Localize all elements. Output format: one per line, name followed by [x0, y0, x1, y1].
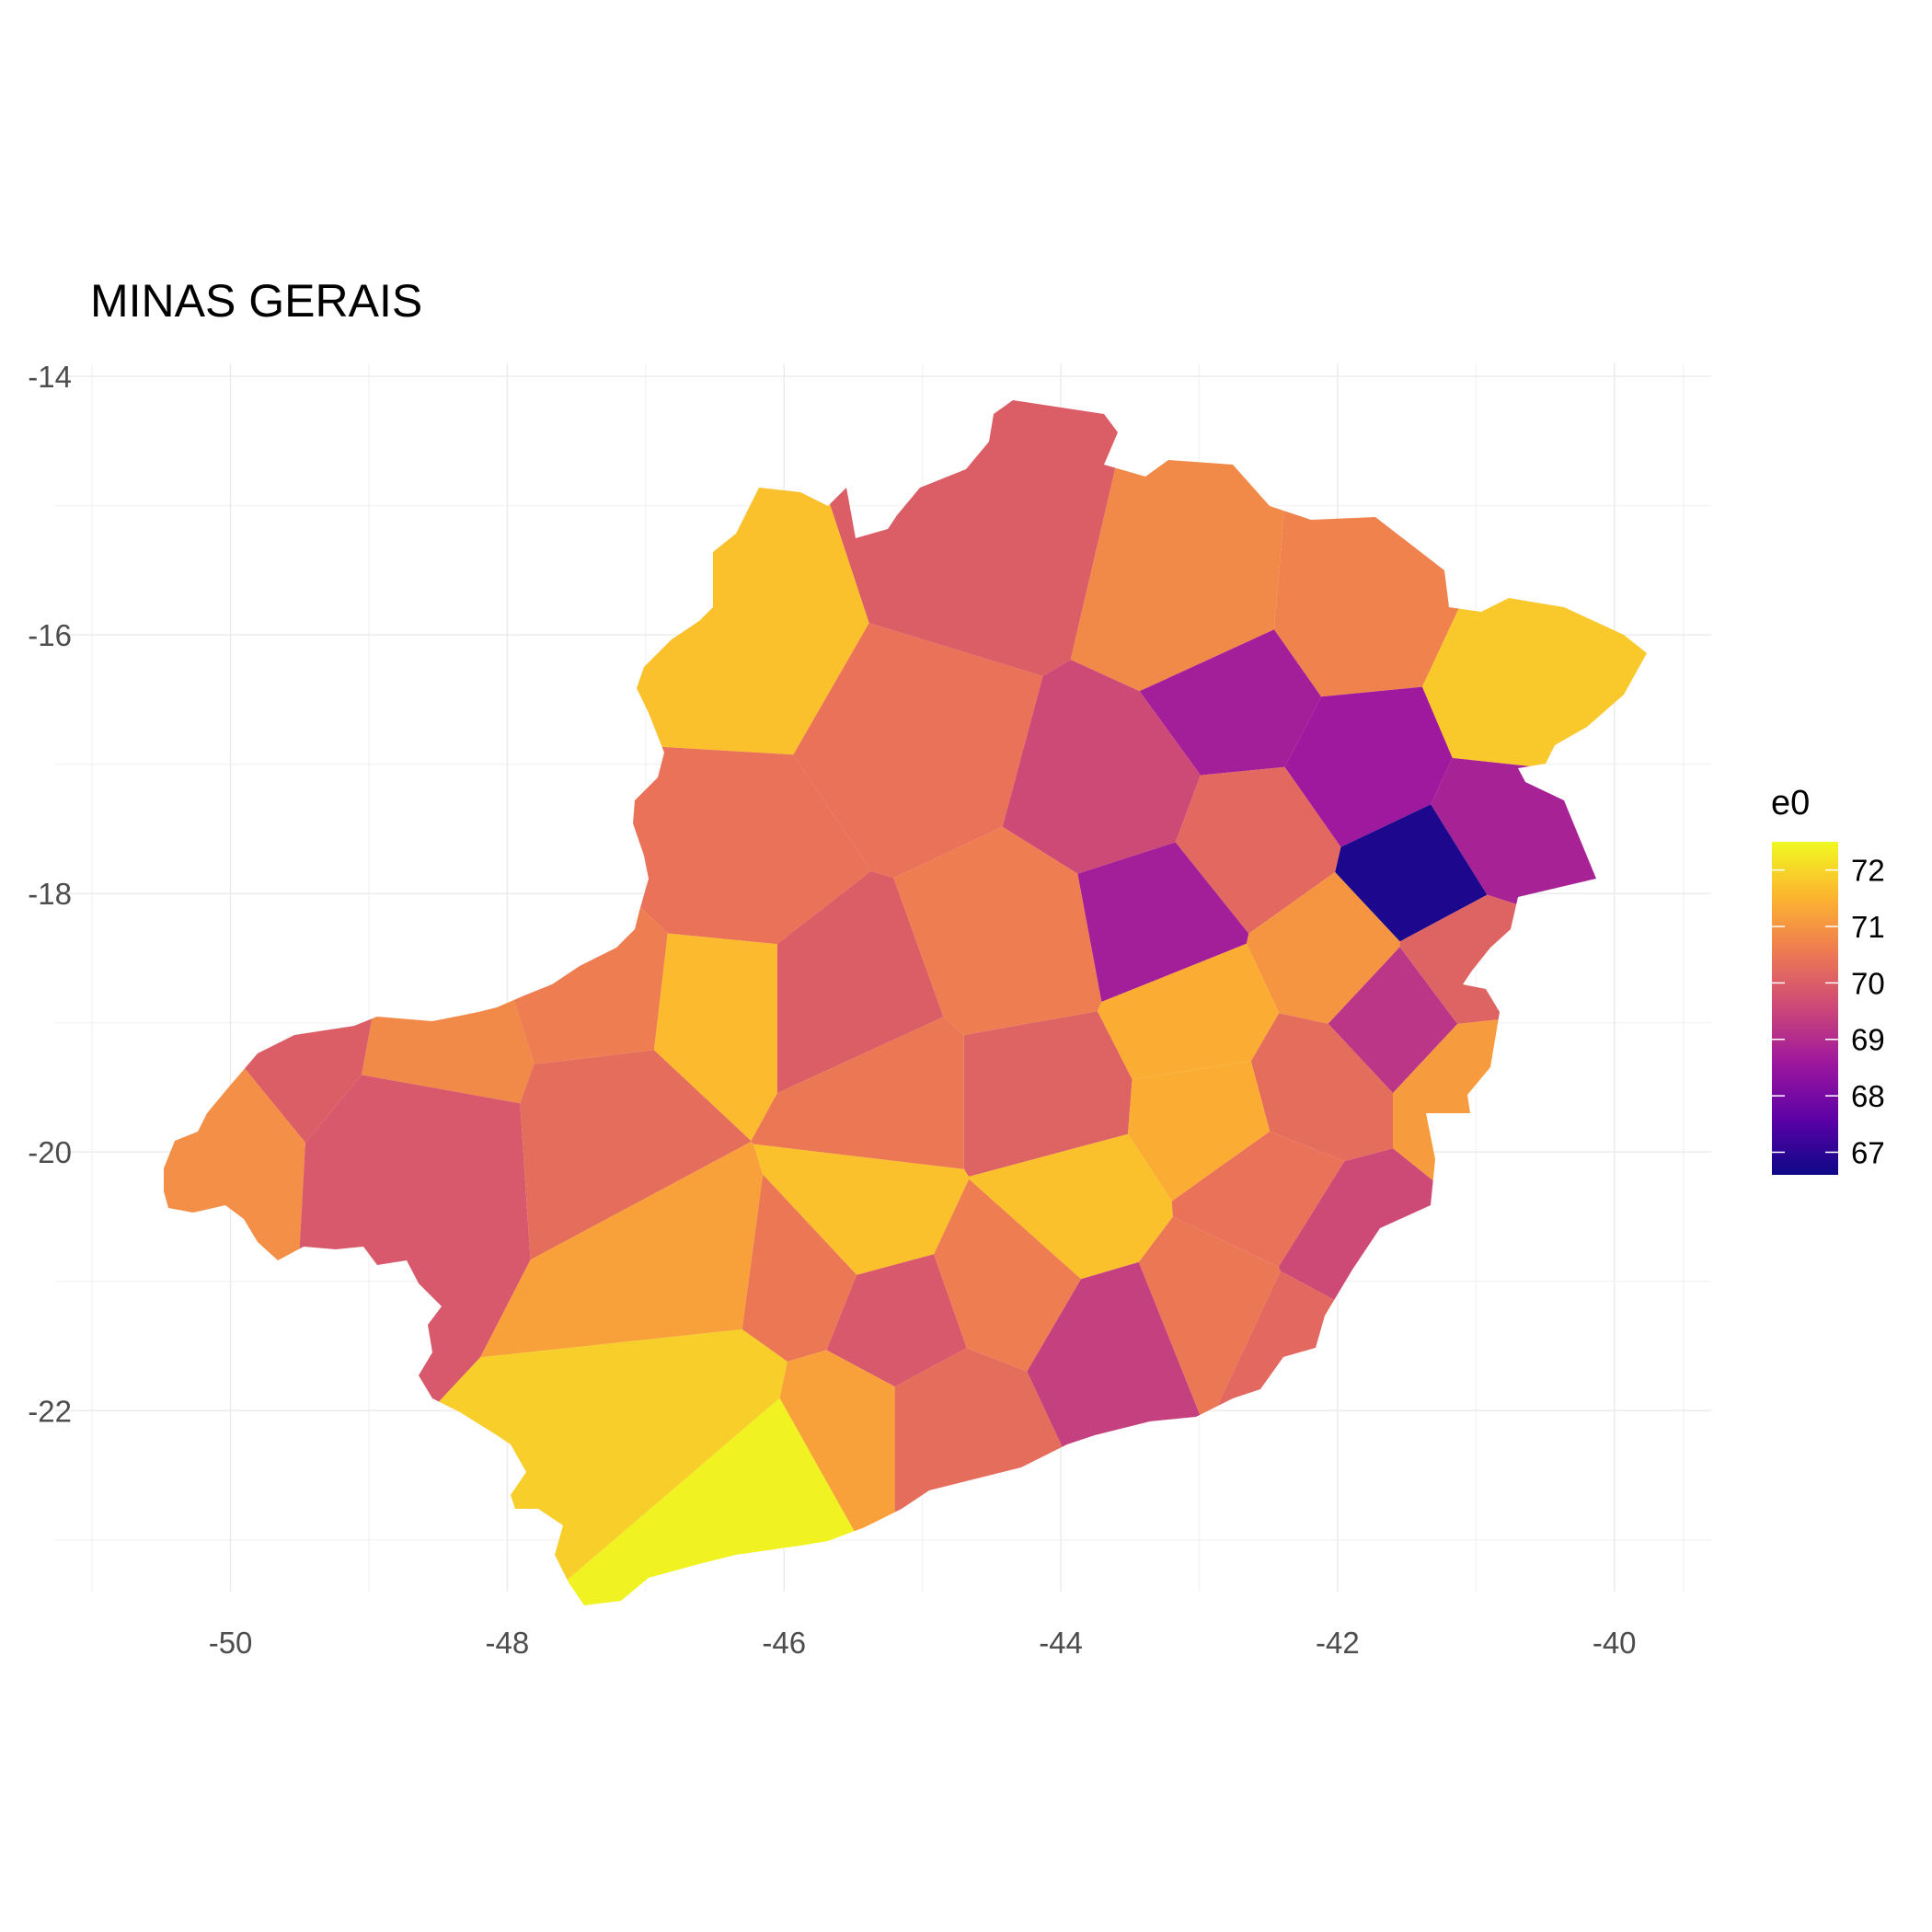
- map-region: [1421, 400, 1647, 782]
- legend-ticks: 72 71 70 69 68 67: [1772, 854, 1885, 1169]
- map-region: [1328, 947, 1458, 1094]
- legend-title: e0: [1771, 784, 1810, 822]
- legend-label: 71: [1851, 910, 1885, 944]
- legend-label: 72: [1851, 854, 1885, 888]
- legend: e0 72 71 70 69 68 67: [1771, 784, 1885, 1175]
- map-region: [1246, 872, 1400, 1024]
- x-tick-label: -42: [1316, 1626, 1360, 1660]
- y-axis-ticks: -14 -16 -18 -20 -22: [28, 360, 72, 1428]
- map-region: [1077, 842, 1249, 1002]
- y-tick-label: -22: [28, 1394, 72, 1428]
- map-region: [1206, 1271, 1647, 1605]
- map-region: [826, 1254, 967, 1387]
- x-tick-label: -46: [762, 1626, 806, 1660]
- map-region: [164, 937, 305, 1605]
- map-region: [963, 1011, 1133, 1177]
- x-tick-label: -48: [486, 1626, 530, 1660]
- map-region: [1171, 1131, 1345, 1268]
- map-region: [1393, 1000, 1647, 1374]
- map-region: [480, 1142, 764, 1358]
- y-tick-label: -20: [28, 1135, 72, 1169]
- map-region: [653, 933, 777, 1142]
- map-region: [164, 400, 869, 755]
- x-tick-label: -44: [1039, 1626, 1083, 1660]
- y-tick-label: -18: [28, 877, 72, 911]
- map-region: [1284, 686, 1453, 847]
- map-region: [520, 1050, 752, 1260]
- legend-colorbar: [1772, 842, 1838, 1175]
- x-tick-label: -50: [209, 1626, 253, 1660]
- map-region: [1002, 660, 1201, 874]
- map-region: [893, 826, 1102, 1036]
- x-tick-label: -40: [1593, 1626, 1637, 1660]
- x-axis-ticks: -50 -48 -46 -44 -42 -40: [209, 1626, 1637, 1660]
- legend-label: 68: [1851, 1079, 1885, 1113]
- legend-label: 69: [1851, 1023, 1885, 1057]
- chart-title: MINAS GERAIS: [90, 275, 422, 327]
- map-region: [969, 1133, 1173, 1280]
- y-tick-label: -14: [28, 360, 72, 394]
- map-region: [1138, 1216, 1281, 1431]
- map-region: [753, 1144, 970, 1275]
- y-tick-label: -16: [28, 618, 72, 652]
- map-region: [793, 623, 1043, 879]
- map-region: [934, 1179, 1081, 1372]
- map-region: [362, 721, 535, 1104]
- map-region: [1335, 804, 1488, 942]
- map-region: [742, 1174, 857, 1362]
- map-region: [1139, 629, 1322, 776]
- map-region: [1250, 1013, 1393, 1162]
- map-region: [1097, 943, 1280, 1080]
- map-region: [776, 870, 944, 1094]
- map-region: [282, 1075, 531, 1570]
- map-region: [1128, 1061, 1271, 1202]
- map-region: [751, 1017, 964, 1169]
- map-region: [1175, 766, 1341, 934]
- legend-label: 67: [1851, 1135, 1885, 1169]
- legend-label: 70: [1851, 966, 1885, 1000]
